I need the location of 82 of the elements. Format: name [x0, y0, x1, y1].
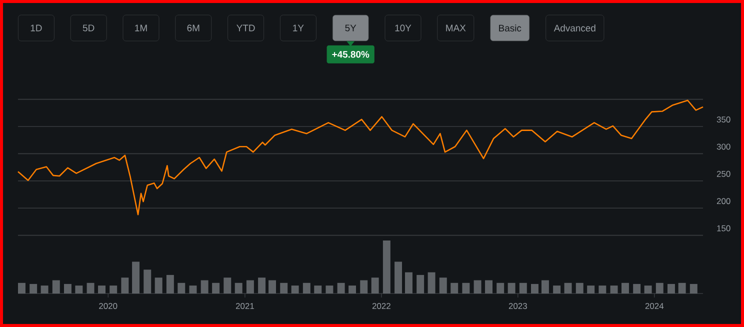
text: 5D [82, 24, 94, 32]
text: YTD [236, 24, 255, 32]
bar [541, 280, 549, 294]
bar [302, 282, 310, 294]
bar [121, 278, 129, 294]
x-tick-label: 2020 [99, 303, 118, 310]
bar [450, 282, 458, 294]
text: Advanced [554, 24, 596, 32]
y-tick-label: 300 [716, 144, 730, 150]
bar [30, 284, 38, 294]
bar [258, 278, 266, 294]
bar [166, 274, 174, 294]
bar [576, 282, 584, 294]
bar [610, 286, 618, 294]
text: MAX [446, 24, 466, 32]
text: 1Y [293, 24, 304, 32]
bar [154, 278, 162, 294]
bar [360, 280, 368, 294]
bar [553, 286, 561, 294]
bar [200, 280, 208, 294]
bar [98, 286, 106, 294]
x-tick-label: 2022 [372, 303, 390, 310]
y-tick-label: 350 [716, 116, 730, 122]
bar [337, 282, 345, 294]
bar [485, 280, 492, 294]
bar [18, 282, 26, 294]
bar [314, 286, 322, 294]
bar [678, 282, 686, 294]
bar [405, 272, 412, 294]
bar [416, 274, 424, 294]
bar [496, 282, 504, 294]
bar [144, 270, 152, 294]
text: Basic [499, 24, 522, 32]
bar [519, 282, 527, 294]
bar [348, 286, 356, 294]
bar [474, 280, 482, 294]
bar [280, 282, 288, 294]
text: 6M [187, 24, 200, 32]
bar [75, 286, 83, 294]
bar [394, 262, 402, 294]
y-tick-label: 200 [716, 198, 730, 204]
y-tick-label: 150 [717, 225, 730, 232]
bar [326, 286, 334, 294]
bar [64, 284, 72, 294]
bar [667, 284, 675, 294]
bar [428, 272, 436, 294]
bar [246, 280, 254, 294]
bar [40, 286, 48, 294]
text: 1M [135, 24, 147, 32]
bar [439, 278, 447, 294]
bar [633, 284, 641, 294]
bar [531, 284, 538, 294]
x-tick-label: 2024 [645, 303, 664, 310]
bar [189, 286, 197, 294]
x-tick-label: 2021 [236, 303, 254, 310]
bar [234, 282, 242, 294]
bar [644, 286, 652, 294]
text: +45.80% [332, 51, 370, 58]
bar [291, 286, 299, 294]
bar [212, 282, 220, 294]
bar [690, 284, 698, 294]
y-tick-label: 250 [716, 170, 730, 177]
bar [371, 278, 379, 294]
bar [110, 286, 118, 294]
bar [52, 280, 60, 294]
bar [462, 282, 470, 294]
bar [587, 286, 595, 294]
bar [178, 282, 186, 294]
bar [508, 282, 516, 294]
text: 5Y [345, 24, 356, 32]
bar [132, 262, 140, 294]
bar [382, 240, 390, 294]
x-tick-label: 2023 [508, 303, 527, 310]
bar [86, 282, 94, 294]
text: 10Y [395, 24, 412, 32]
bar [564, 282, 572, 294]
text: 1D [30, 24, 42, 32]
bar [621, 282, 629, 294]
bar [598, 286, 606, 294]
bar [224, 278, 232, 294]
bar [656, 282, 664, 294]
bar [268, 280, 276, 294]
